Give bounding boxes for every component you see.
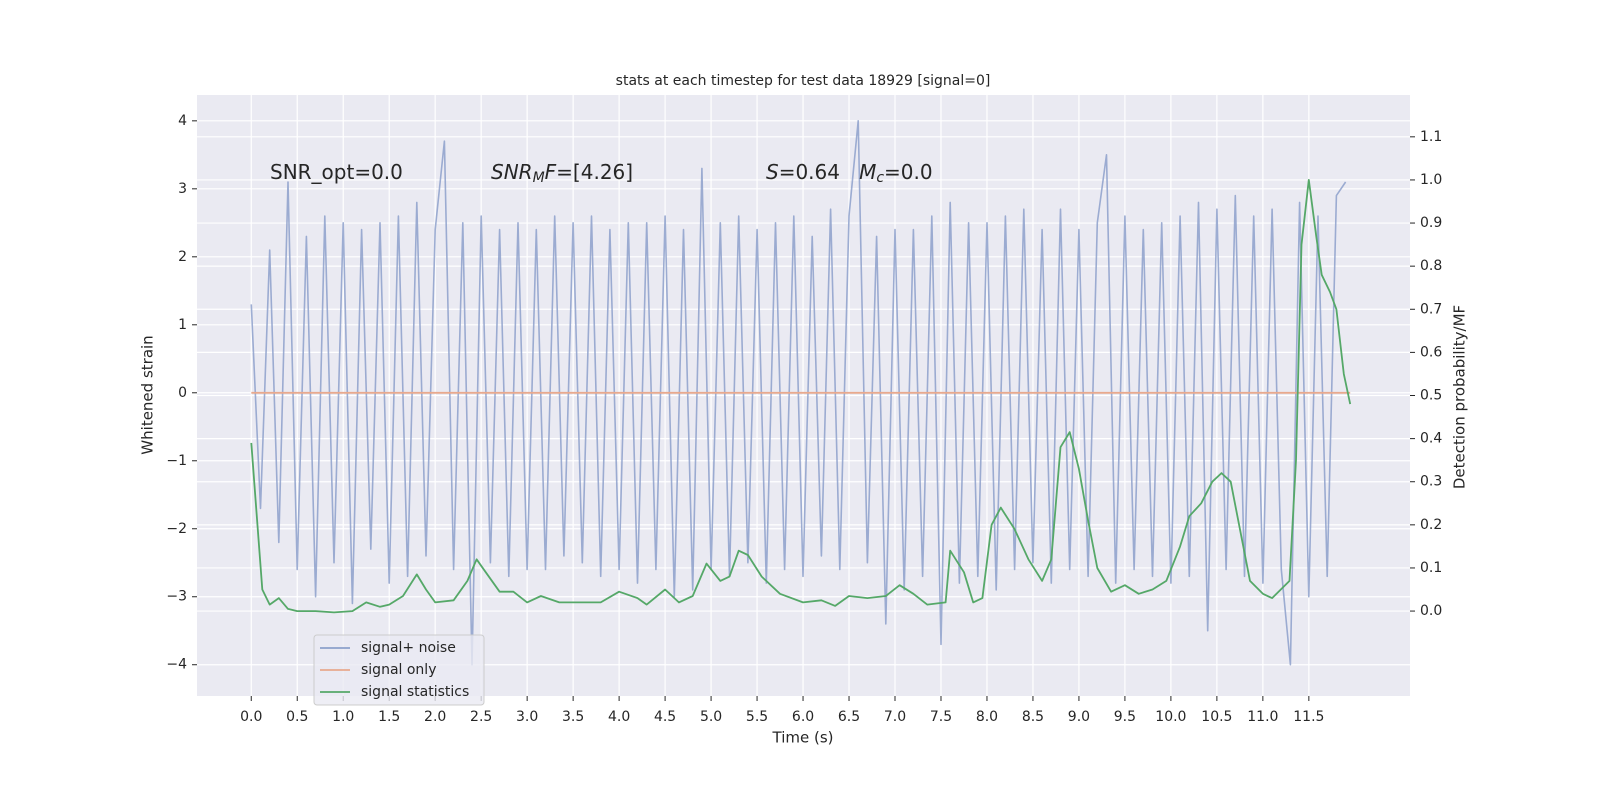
x-tick-label: 9.5	[1114, 709, 1136, 725]
x-tick-label: 1.5	[378, 709, 400, 725]
y2-tick-label: 1.1	[1420, 129, 1442, 145]
annotation: S=0.64 Mc=0.0	[766, 160, 933, 187]
annotation-part: M	[859, 160, 876, 184]
y2-tick-label: 0.0	[1420, 603, 1442, 619]
x-tick-label: 4.0	[608, 709, 630, 725]
x-tick-label: 6.5	[838, 709, 860, 725]
x-tick-label: 0.5	[286, 709, 308, 725]
y-tick-label: −4	[166, 657, 187, 673]
y2-tick-label: 0.9	[1420, 215, 1442, 231]
y-tick-label: 1	[178, 317, 187, 333]
x-tick-label: 9.0	[1068, 709, 1090, 725]
x-tick-label: 5.5	[746, 709, 768, 725]
y-tick-label: −2	[166, 521, 187, 537]
x-tick-label: 2.5	[470, 709, 492, 725]
y2-tick-label: 0.8	[1420, 258, 1442, 274]
x-tick-label: 10.5	[1201, 709, 1232, 725]
x-tick-label: 11.5	[1293, 709, 1324, 725]
x-tick-label: 11.0	[1247, 709, 1278, 725]
x-tick-label: 7.5	[930, 709, 952, 725]
annotation-part: SNR_opt=0.0	[270, 160, 403, 184]
x-tick-label: 4.5	[654, 709, 676, 725]
x-tick-label: 10.0	[1155, 709, 1186, 725]
y-tick-label: 3	[178, 181, 187, 197]
y-tick-label: 2	[178, 249, 187, 265]
y2-tick-label: 1.0	[1420, 172, 1442, 188]
x-tick-label: 3.0	[516, 709, 538, 725]
x-tick-label: 2.0	[424, 709, 446, 725]
annotation-part: c	[876, 170, 884, 186]
y2-tick-label: 0.7	[1420, 301, 1442, 317]
x-tick-label: 0.0	[240, 709, 262, 725]
legend-box	[313, 634, 485, 706]
annotation: SNR_opt=0.0	[270, 160, 403, 184]
y-tick-label: −1	[166, 453, 187, 469]
legend-label: signal only	[361, 662, 436, 678]
annotation-part: F	[545, 160, 557, 184]
y2-axis-label: Detection probability/MF	[1451, 305, 1469, 489]
x-tick-label: 3.5	[562, 709, 584, 725]
y-axis-label: Whitened strain	[139, 335, 157, 454]
y2-tick-label: 0.4	[1420, 431, 1442, 447]
y2-tick-label: 0.3	[1420, 474, 1442, 490]
x-tick-label: 1.0	[332, 709, 354, 725]
annotation-part: S	[766, 160, 779, 184]
y2-tick-label: 0.2	[1420, 517, 1442, 533]
x-tick-label: 8.5	[1022, 709, 1044, 725]
legend-label: signal+ noise	[361, 640, 456, 656]
legend-label: signal statistics	[361, 684, 469, 700]
y-tick-label: −3	[166, 589, 187, 605]
annotation-part: SNR	[491, 160, 533, 184]
x-tick-label: 8.0	[976, 709, 998, 725]
annotation-part: M	[533, 170, 545, 186]
x-tick-label: 5.0	[700, 709, 722, 725]
series-line	[250, 120, 1347, 666]
annotation-part: =0.0	[884, 160, 933, 184]
x-tick-label: 6.0	[792, 709, 814, 725]
chart-title: stats at each timestep for test data 189…	[616, 73, 991, 89]
y-tick-label: 0	[178, 385, 187, 401]
series-line	[250, 179, 1352, 614]
y-tick-label: 4	[178, 113, 187, 129]
x-tick-label: 7.0	[884, 709, 906, 725]
y2-tick-label: 0.5	[1420, 388, 1442, 404]
annotation: SNRMF=[4.26]	[491, 160, 633, 187]
x-axis-label: Time (s)	[772, 729, 834, 747]
y2-tick-label: 0.6	[1420, 344, 1442, 360]
annotation-part: =[4.26]	[556, 160, 633, 184]
y2-tick-label: 0.1	[1420, 560, 1442, 576]
annotation-part: =0.64	[779, 160, 859, 184]
